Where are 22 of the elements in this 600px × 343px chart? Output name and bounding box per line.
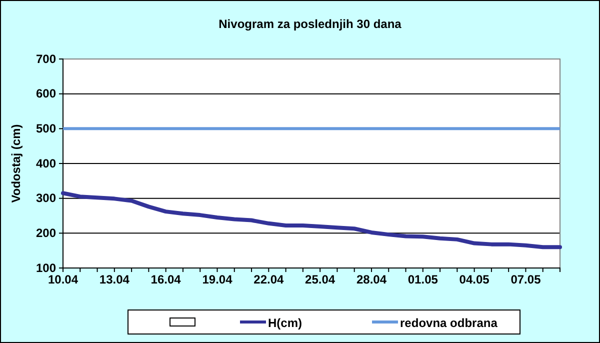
y-tick-label: 400 [36,156,56,170]
x-tick-label: 10.04 [48,272,78,287]
y-axis-title: Vodostaj (cm) [9,124,23,203]
x-tick-label: 01.05 [408,272,438,287]
y-tick-label: 600 [36,86,56,101]
x-tick-label: 13.04 [99,272,130,287]
x-tick-label: 04.05 [459,272,490,287]
chart-title: Nivogram za poslednjih 30 dana [218,17,402,31]
legend-label: redovna odbrana [400,316,498,330]
x-tick-label: 19.04 [202,272,233,287]
y-tick-label: 100 [36,260,56,275]
line-series [61,191,562,250]
x-tick-label: 07.05 [510,272,542,287]
y-tick-label: 200 [36,226,56,240]
x-tick-label: 16.04 [150,272,182,287]
legend-label: H(cm) [268,316,302,330]
y-tick-label: 500 [36,122,56,136]
y-tick-label: 700 [36,52,56,66]
x-tick-label: 28.04 [356,272,387,287]
y-tick-label: 300 [36,191,56,206]
x-tick-label: 25.04 [305,272,336,287]
x-tick-label: 22.04 [254,272,284,287]
